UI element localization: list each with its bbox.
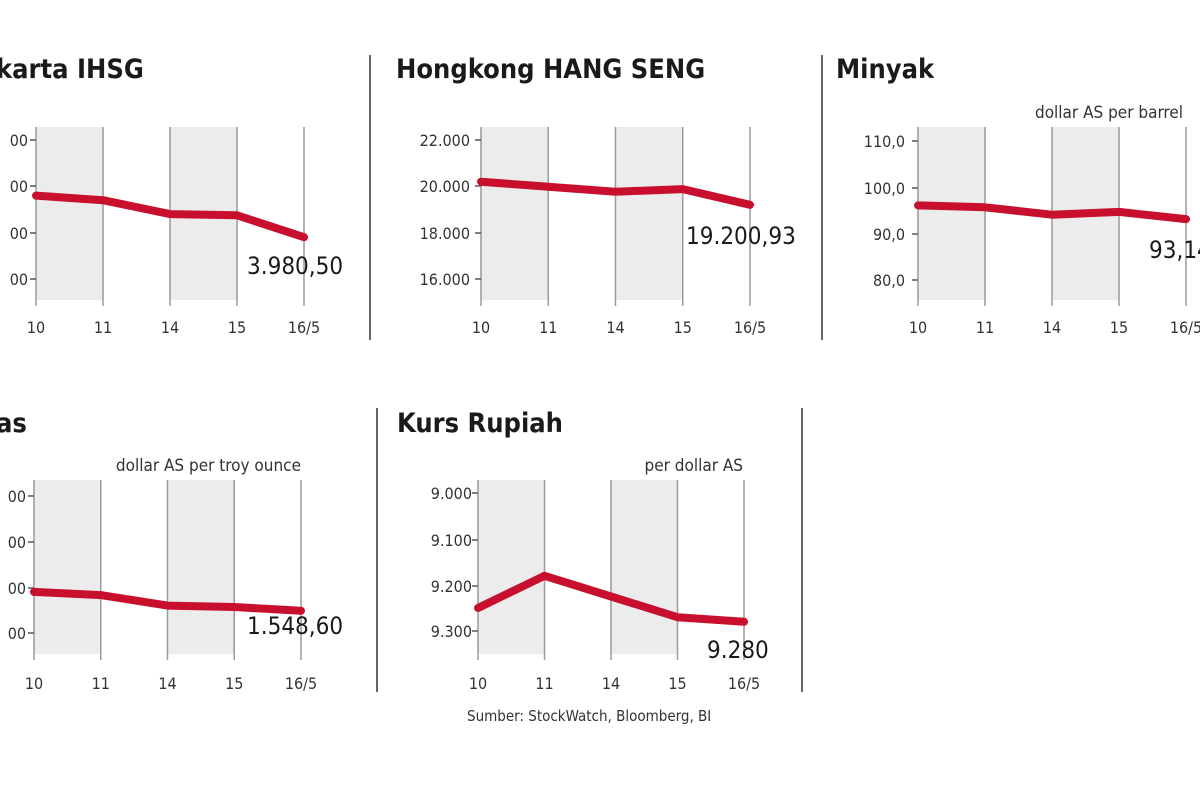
chart-title: Kurs Rupiah bbox=[397, 408, 563, 439]
data-point bbox=[743, 620, 745, 623]
shaded-band bbox=[36, 127, 103, 300]
data-point bbox=[1118, 210, 1120, 213]
unit-label: dollar AS per troy ounce bbox=[116, 456, 301, 476]
y-tick-label: 00 bbox=[8, 487, 26, 506]
chart-panel-4: 9.000 9.100 9.200 9.300 10 11 14 15 16/5 Kurs Rup… bbox=[397, 408, 769, 693]
x-tick-label: 15 bbox=[228, 318, 246, 337]
shaded-band bbox=[918, 127, 985, 300]
data-point bbox=[749, 203, 751, 206]
data-point bbox=[99, 594, 102, 597]
y-tick-label: 20.000 bbox=[420, 177, 470, 196]
y-tick-label: 90,0 bbox=[873, 225, 905, 244]
x-tick-label: 11 bbox=[976, 318, 994, 337]
chart-panel-3: 00 00 00 00 10 11 14 15 16/5 as dollar AS per troy… bbox=[0, 408, 343, 693]
y-tick-label: 80,0 bbox=[873, 271, 905, 290]
y-tick-label: 16.000 bbox=[420, 270, 470, 289]
x-tick-label: 15 bbox=[225, 674, 243, 693]
data-point bbox=[984, 206, 986, 209]
x-tick-label: 16/5 bbox=[728, 674, 760, 693]
data-point bbox=[681, 188, 684, 191]
x-tick-label: 10 bbox=[469, 674, 487, 693]
data-point bbox=[169, 213, 171, 216]
chart-panel-0: 00 00 00 00 10 11 14 15 16/5 karta IHSG 3.980,50 bbox=[0, 54, 343, 337]
shaded-band bbox=[167, 480, 235, 654]
y-tick-label: 9.200 bbox=[431, 577, 472, 596]
x-tick-label: 15 bbox=[674, 318, 692, 337]
x-tick-label: 15 bbox=[1110, 318, 1128, 337]
data-point bbox=[480, 180, 482, 183]
shaded-band bbox=[611, 480, 678, 654]
data-point bbox=[477, 607, 479, 609]
x-tick-label: 10 bbox=[909, 318, 927, 337]
data-point bbox=[1051, 213, 1053, 216]
chart-title: Minyak bbox=[836, 54, 935, 85]
y-tick-label: 00 bbox=[10, 131, 28, 150]
y-tick-label: 00 bbox=[8, 579, 26, 598]
x-tick-label: 14 bbox=[606, 318, 624, 337]
data-point bbox=[166, 604, 169, 607]
end-value-label: 19.200,93 bbox=[686, 222, 796, 250]
x-tick-label: 14 bbox=[1043, 318, 1061, 337]
x-tick-label: 10 bbox=[27, 318, 45, 337]
x-tick-label: 15 bbox=[668, 674, 686, 693]
y-tick-label: 00 bbox=[8, 533, 26, 552]
y-tick-label: 00 bbox=[10, 270, 28, 289]
y-tick-label: 00 bbox=[8, 624, 26, 643]
y-tick-label: 100,0 bbox=[864, 179, 905, 198]
data-point bbox=[547, 185, 550, 188]
source-note: Sumber: StockWatch, Bloomberg, BI bbox=[467, 707, 711, 725]
x-tick-label: 11 bbox=[94, 318, 112, 337]
end-value-label: 9.280 bbox=[707, 636, 769, 664]
chart-title: Hongkong HANG SENG bbox=[396, 54, 705, 85]
y-tick-label: 22.000 bbox=[420, 131, 470, 150]
y-tick-label: 9.300 bbox=[431, 622, 472, 641]
shaded-band bbox=[481, 127, 549, 300]
x-tick-label: 14 bbox=[161, 318, 179, 337]
data-point bbox=[102, 199, 104, 202]
x-tick-label: 10 bbox=[472, 318, 490, 337]
data-point bbox=[233, 606, 236, 608]
chart-panel-1: 22.000 20.000 18.000 16.000 10 11 14 15 16/5 Hong… bbox=[396, 54, 796, 337]
x-tick-label: 11 bbox=[539, 318, 557, 337]
y-tick-label: 9.100 bbox=[431, 531, 472, 550]
x-tick-label: 10 bbox=[25, 674, 43, 693]
x-tick-label: 14 bbox=[602, 674, 620, 693]
data-point bbox=[300, 609, 302, 612]
x-tick-label: 11 bbox=[535, 674, 553, 693]
data-point bbox=[614, 190, 617, 193]
x-tick-label: 16/5 bbox=[734, 318, 766, 337]
shaded-band bbox=[34, 480, 101, 654]
data-point bbox=[1185, 218, 1187, 221]
data-point bbox=[676, 616, 679, 619]
end-value-label: 3.980,50 bbox=[247, 252, 343, 280]
x-tick-label: 11 bbox=[92, 674, 110, 693]
data-point bbox=[917, 204, 919, 207]
data-point bbox=[303, 236, 305, 239]
x-tick-label: 16/5 bbox=[288, 318, 320, 337]
x-tick-label: 14 bbox=[158, 674, 176, 693]
end-value-label: 1.548,60 bbox=[247, 612, 343, 640]
end-value-label: 93,14 bbox=[1149, 236, 1200, 264]
data-point bbox=[543, 574, 546, 577]
y-tick-label: 00 bbox=[10, 224, 28, 243]
shaded-band bbox=[478, 480, 545, 654]
data-point bbox=[33, 590, 35, 593]
unit-label: per dollar AS bbox=[644, 456, 743, 476]
chart-panel-2: 110,0 100,0 90,0 80,0 10 11 14 15 16/5 Minyak doll… bbox=[836, 54, 1200, 337]
x-tick-label: 16/5 bbox=[285, 674, 317, 693]
y-tick-label: 9.000 bbox=[431, 484, 472, 503]
y-tick-label: 18.000 bbox=[420, 224, 470, 243]
chart-title: karta IHSG bbox=[0, 54, 144, 85]
chart-title: as bbox=[0, 408, 27, 439]
shaded-band bbox=[615, 127, 683, 300]
data-point bbox=[35, 194, 37, 197]
x-tick-label: 16/5 bbox=[1170, 318, 1200, 337]
y-tick-label: 00 bbox=[10, 177, 28, 196]
data-point bbox=[610, 595, 612, 598]
y-tick-label: 110,0 bbox=[864, 132, 905, 151]
data-point bbox=[236, 214, 238, 217]
unit-label: dollar AS per barrel bbox=[1035, 103, 1183, 123]
